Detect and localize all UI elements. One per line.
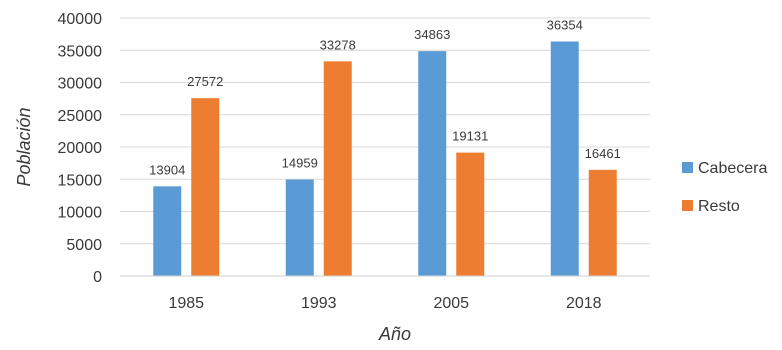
x-tick-label: 2005 bbox=[433, 295, 469, 312]
y-axis-title: Población bbox=[14, 107, 34, 186]
y-tick-label: 20000 bbox=[58, 140, 103, 157]
bar-resto bbox=[456, 152, 485, 276]
data-label: 13904 bbox=[149, 162, 185, 177]
data-label: 36354 bbox=[547, 18, 583, 33]
y-tick-label: 25000 bbox=[58, 108, 103, 125]
legend-label-resto: Resto bbox=[698, 198, 740, 215]
bar-cabecera bbox=[550, 41, 579, 277]
y-tick-label: 35000 bbox=[58, 43, 103, 60]
x-axis-title: Año bbox=[378, 324, 411, 344]
bars bbox=[153, 41, 617, 277]
bar-cabecera bbox=[418, 51, 447, 276]
y-tick-label: 40000 bbox=[58, 11, 103, 28]
data-label: 34863 bbox=[414, 27, 450, 42]
y-tick-label: 30000 bbox=[58, 76, 103, 93]
y-tick-label: 5000 bbox=[66, 237, 102, 254]
bar-cabecera bbox=[285, 179, 314, 276]
x-axis-ticks: 1985 1993 2005 2018 bbox=[168, 295, 601, 312]
data-labels: 13904 27572 14959 33278 34863 19131 36354 16461 bbox=[149, 18, 621, 178]
y-tick-label: 15000 bbox=[58, 172, 103, 189]
data-label: 27572 bbox=[187, 74, 223, 89]
x-tick-label: 1993 bbox=[301, 295, 337, 312]
data-label: 19131 bbox=[452, 129, 488, 144]
x-tick-label: 2018 bbox=[566, 295, 602, 312]
bar-resto bbox=[323, 61, 352, 276]
data-label: 33278 bbox=[320, 37, 356, 52]
x-tick-label: 1985 bbox=[168, 295, 204, 312]
bar-cabecera bbox=[153, 186, 182, 276]
bar-resto bbox=[191, 98, 220, 276]
bar-resto bbox=[588, 169, 617, 276]
y-axis-ticks: 0 5000 10000 15000 20000 25000 30000 35000 40000 bbox=[58, 11, 103, 286]
data-label: 16461 bbox=[585, 146, 621, 161]
y-tick-label: 0 bbox=[93, 269, 102, 286]
legend: Cabecera Resto bbox=[682, 160, 767, 215]
legend-swatch-resto bbox=[682, 200, 693, 211]
legend-label-cabecera: Cabecera bbox=[698, 160, 767, 177]
data-label: 14959 bbox=[282, 156, 318, 171]
legend-swatch-cabecera bbox=[682, 162, 693, 173]
y-tick-label: 10000 bbox=[58, 205, 103, 222]
